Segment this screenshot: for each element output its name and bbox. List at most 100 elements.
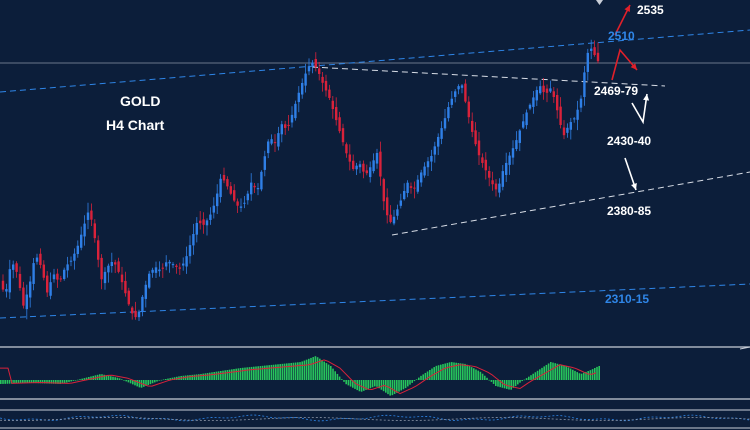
macd-histogram-bar bbox=[217, 371, 220, 380]
macd-histogram-bar bbox=[0, 380, 2, 384]
macd-histogram-bar bbox=[250, 366, 253, 380]
candle-body bbox=[488, 171, 491, 178]
macd-histogram-bar bbox=[134, 380, 136, 386]
macd-histogram-bar bbox=[396, 380, 398, 393]
macd-histogram-bar bbox=[352, 380, 354, 388]
candle-body bbox=[335, 107, 338, 121]
candle-body bbox=[304, 73, 307, 86]
candle-body bbox=[403, 191, 406, 200]
macd-histogram-bar bbox=[499, 380, 501, 388]
macd-histogram-bar bbox=[61, 380, 64, 384]
macd-histogram-bar bbox=[453, 362, 455, 380]
macd-histogram-bar bbox=[413, 380, 416, 382]
macd-histogram-bar bbox=[303, 360, 306, 380]
candle-body bbox=[494, 183, 498, 190]
candle-body bbox=[66, 264, 69, 271]
macd-histogram-bar bbox=[233, 369, 235, 380]
macd-histogram-bar bbox=[539, 369, 541, 380]
macd-histogram-bar bbox=[77, 379, 79, 381]
macd-histogram-bar bbox=[28, 380, 31, 384]
macd-histogram-bar bbox=[301, 361, 303, 380]
candle-body bbox=[236, 201, 239, 206]
macd-histogram-bar bbox=[299, 362, 301, 380]
candle-body bbox=[301, 82, 304, 95]
candle-body bbox=[491, 180, 494, 185]
candle-body bbox=[508, 155, 511, 165]
candle-body bbox=[545, 88, 549, 93]
candle-body bbox=[311, 62, 314, 66]
macd-histogram-bar bbox=[525, 378, 528, 380]
candle-body bbox=[535, 90, 538, 101]
candle-body bbox=[22, 287, 25, 306]
macd-histogram-bar bbox=[90, 376, 92, 380]
candle-body bbox=[161, 267, 164, 269]
candle-body bbox=[464, 83, 467, 102]
macd-histogram-bar bbox=[398, 380, 400, 392]
macd-histogram-bar bbox=[255, 366, 257, 380]
macd-histogram-bar bbox=[110, 376, 112, 380]
macd-histogram-bar bbox=[4, 380, 6, 384]
candle-body bbox=[386, 197, 389, 216]
candle-body bbox=[137, 311, 141, 318]
macd-histogram-bar bbox=[517, 380, 519, 385]
candle-body bbox=[352, 160, 355, 170]
candle-body bbox=[134, 310, 137, 318]
candle-body bbox=[250, 182, 253, 195]
candle-body bbox=[267, 141, 270, 154]
macd-histogram-bar bbox=[167, 378, 169, 380]
candle-body bbox=[158, 269, 161, 272]
macd-histogram-bar bbox=[264, 365, 266, 380]
macd-histogram-bar bbox=[103, 374, 105, 380]
candle-body bbox=[39, 253, 42, 265]
level-label-2510: 2510 bbox=[608, 29, 635, 43]
scroll-marker bbox=[596, 0, 603, 5]
macd-histogram-bar bbox=[420, 375, 422, 380]
candle-body bbox=[447, 107, 450, 119]
candle-body bbox=[73, 253, 76, 261]
candle-body bbox=[192, 234, 195, 246]
macd-histogram-bar bbox=[145, 380, 147, 386]
macd-histogram-bar bbox=[407, 380, 409, 387]
macd-histogram-bar bbox=[376, 380, 378, 387]
candle-body bbox=[358, 164, 362, 168]
macd-histogram-bar bbox=[492, 380, 495, 384]
macd-histogram-bar bbox=[508, 380, 510, 390]
candle-body bbox=[222, 174, 226, 181]
macd-histogram-bar bbox=[259, 366, 262, 380]
candle-body bbox=[549, 88, 552, 92]
candle-body bbox=[256, 188, 260, 190]
macd-histogram-bar bbox=[572, 369, 574, 380]
macd-histogram-bar bbox=[484, 375, 486, 380]
candle-body bbox=[379, 151, 382, 177]
macd-histogram-bar bbox=[528, 376, 530, 380]
macd-histogram-bar bbox=[563, 365, 565, 380]
arrow-up-down-2510 bbox=[611, 48, 638, 81]
macd-histogram-bar bbox=[466, 364, 468, 380]
macd-histogram-bar bbox=[290, 362, 292, 380]
candle-body bbox=[263, 156, 266, 170]
candle-body bbox=[97, 240, 100, 260]
candle-body bbox=[579, 98, 583, 108]
macd-histogram-bar bbox=[330, 366, 332, 380]
arrow-down-2380-head bbox=[631, 183, 637, 190]
macd-histogram-bar bbox=[468, 365, 471, 380]
macd-histogram-bar bbox=[48, 380, 50, 384]
macd-histogram-bar bbox=[442, 364, 444, 380]
macd-histogram-bar bbox=[451, 362, 453, 380]
candle-body bbox=[229, 186, 232, 194]
candle-body bbox=[542, 85, 545, 93]
candle-body bbox=[423, 166, 426, 176]
macd-histogram-bar bbox=[8, 380, 11, 384]
candle-body bbox=[175, 265, 178, 267]
candle-body bbox=[511, 148, 515, 158]
candle-body bbox=[209, 214, 212, 220]
macd-histogram-bar bbox=[512, 380, 515, 388]
candle-body bbox=[15, 263, 18, 272]
candle-body bbox=[185, 256, 188, 267]
macd-histogram-bar bbox=[411, 380, 413, 383]
macd-histogram-bar bbox=[433, 367, 435, 380]
candle-body bbox=[569, 122, 572, 130]
candle-body bbox=[498, 183, 501, 193]
macd-histogram-bar bbox=[457, 363, 460, 380]
